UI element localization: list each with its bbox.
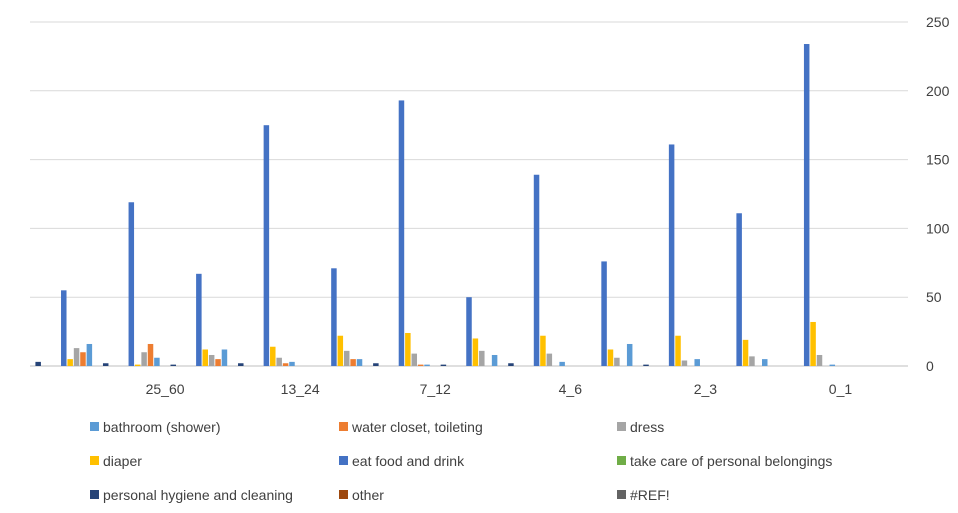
bar-dress — [411, 353, 418, 366]
bar-bathroom-shower- — [154, 357, 160, 366]
bar-water-closet-toileting — [215, 359, 221, 366]
bars — [35, 44, 836, 367]
bar-bathroom-shower- — [626, 343, 633, 366]
legend-label: other — [352, 487, 384, 503]
legend: bathroom (shower) water closet, toileting… — [90, 419, 832, 503]
bar-dress — [614, 357, 620, 366]
bar-diaper — [134, 364, 141, 366]
bar-dress — [749, 356, 755, 366]
bar-personal-hygiene-and-cleaning — [102, 363, 109, 366]
bar-bathroom-shower- — [762, 359, 768, 366]
x-tick-label: 7_12 — [420, 381, 451, 397]
bar-diaper — [607, 349, 614, 366]
bar-bathroom-shower- — [356, 359, 363, 366]
bar-diaper — [67, 359, 73, 366]
bar-eat-food-and-drink — [736, 213, 742, 366]
bar-eat-food-and-drink — [466, 297, 472, 366]
legend-swatch — [617, 456, 626, 465]
bar-dress — [816, 354, 823, 366]
y-tick-label: 0 — [926, 358, 934, 374]
bar-eat-food-and-drink — [263, 125, 270, 366]
bar-eat-food-and-drink — [398, 100, 405, 367]
legend-swatch — [339, 422, 348, 431]
x-tick-label: 13_24 — [281, 381, 320, 397]
bar-dress — [681, 360, 688, 366]
bar-eat-food-and-drink — [196, 273, 202, 366]
legend-swatch — [339, 490, 348, 499]
bar-personal-hygiene-and-cleaning — [373, 363, 379, 366]
bar-eat-food-and-drink — [331, 268, 337, 366]
bar-personal-hygiene-and-cleaning — [35, 361, 41, 366]
y-tick-label: 200 — [926, 83, 950, 99]
bar-personal-hygiene-and-cleaning — [440, 364, 447, 366]
bar-eat-food-and-drink — [128, 202, 135, 366]
bar-personal-hygiene-and-cleaning — [643, 364, 649, 366]
legend-swatch — [339, 456, 348, 465]
bar-dress — [276, 357, 282, 366]
bar-diaper — [337, 335, 344, 366]
bar-bathroom-shower- — [559, 361, 565, 366]
bar-diaper — [405, 332, 411, 366]
bar-eat-food-and-drink — [533, 174, 540, 366]
bar-diaper — [540, 335, 546, 366]
bar-dress — [546, 353, 553, 366]
bar-bathroom-shower- — [829, 364, 836, 366]
legend-label: take care of personal belongings — [630, 453, 832, 469]
bar-eat-food-and-drink — [61, 290, 67, 366]
bar-diaper — [202, 349, 208, 366]
bar-dress — [141, 352, 147, 366]
bar-personal-hygiene-and-cleaning — [508, 363, 514, 366]
bar-dress — [343, 350, 350, 366]
bar-bathroom-shower- — [694, 359, 700, 366]
legend-label: water closet, toileting — [351, 419, 483, 435]
legend-swatch — [90, 456, 99, 465]
bar-dress — [479, 350, 485, 366]
bar-water-closet-toileting — [80, 352, 86, 366]
axes: 0 50 100 150 200 250 25_60 13_24 7_12 4_6 2_3 0_1 — [146, 14, 950, 397]
bar-water-closet-toileting — [350, 359, 356, 366]
legend-swatch — [90, 422, 99, 431]
legend-label: personal hygiene and cleaning — [103, 487, 293, 503]
x-tick-label: 4_6 — [559, 381, 583, 397]
legend-swatch — [617, 490, 626, 499]
bar-bathroom-shower- — [491, 354, 498, 366]
bar-eat-food-and-drink — [668, 144, 675, 366]
legend-label: #REF! — [630, 487, 670, 503]
bar-bathroom-shower- — [86, 343, 93, 366]
legend-swatch — [617, 422, 626, 431]
bar-water-closet-toileting — [282, 363, 289, 366]
x-tick-label: 0_1 — [829, 381, 853, 397]
y-tick-label: 50 — [926, 289, 942, 305]
bar-water-closet-toileting — [147, 343, 154, 366]
bar-diaper — [270, 346, 276, 366]
x-tick-label: 2_3 — [694, 381, 718, 397]
y-tick-label: 100 — [926, 220, 950, 236]
bar-water-closet-toileting — [417, 364, 424, 366]
legend-label: diaper — [103, 453, 142, 469]
bar-bathroom-shower- — [221, 349, 228, 366]
bar-personal-hygiene-and-cleaning — [238, 363, 244, 366]
bar-eat-food-and-drink — [601, 261, 607, 366]
x-tick-label: 25_60 — [146, 381, 185, 397]
bar-eat-food-and-drink — [803, 44, 810, 367]
bar-diaper — [810, 321, 816, 366]
legend-swatch — [90, 490, 99, 499]
bar-bathroom-shower- — [289, 361, 295, 366]
bar-personal-hygiene-and-cleaning — [170, 364, 176, 366]
y-tick-label: 150 — [926, 152, 950, 168]
bar-bathroom-shower- — [424, 364, 430, 366]
legend-label: dress — [630, 419, 664, 435]
gridlines — [30, 21, 908, 367]
bar-diaper — [472, 338, 479, 366]
bar-diaper — [675, 335, 681, 366]
y-tick-label: 250 — [926, 14, 950, 30]
bar-dress — [73, 348, 80, 366]
legend-label: eat food and drink — [352, 453, 465, 469]
bar-dress — [208, 354, 215, 366]
legend-label: bathroom (shower) — [103, 419, 221, 435]
bar-diaper — [742, 339, 749, 366]
